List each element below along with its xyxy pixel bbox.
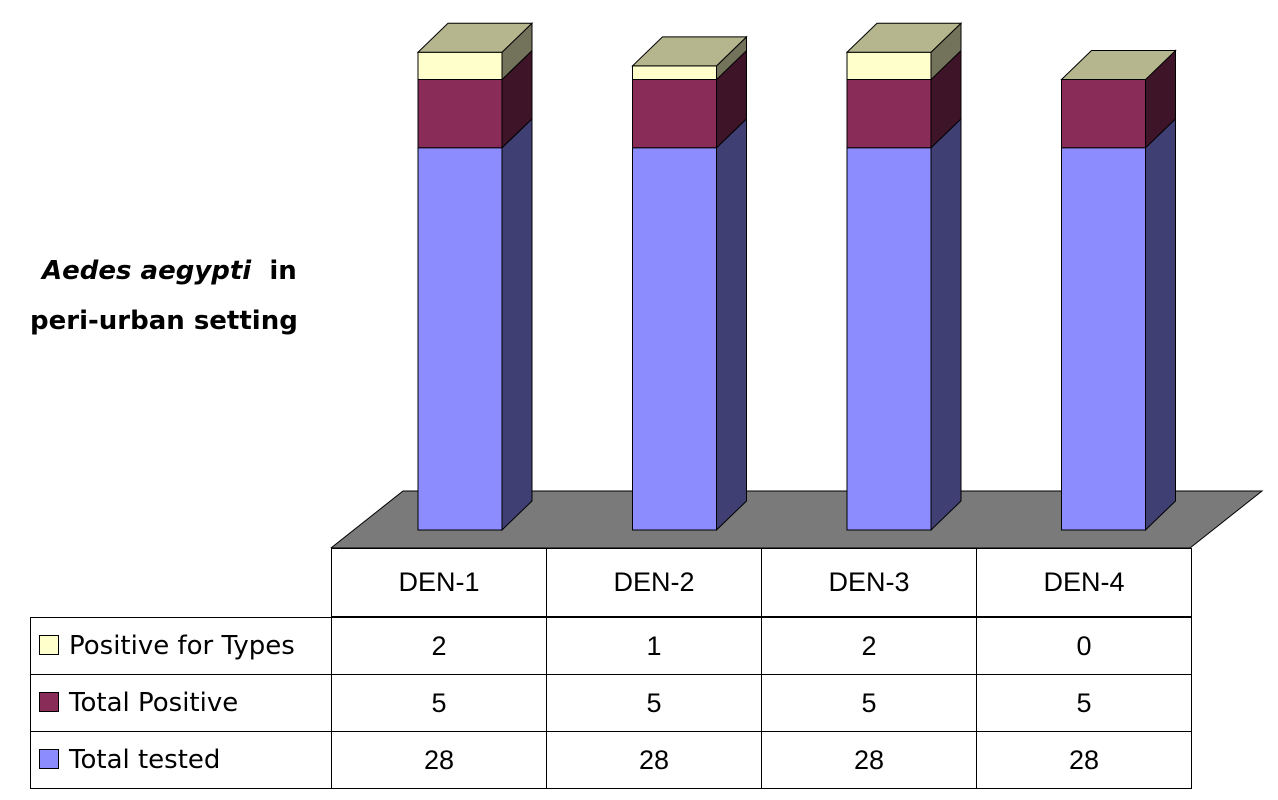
bar-group: [416, 22, 1177, 532]
table-row: Positive for Types 2 1 2 0: [30, 617, 1192, 675]
chart-floor: [330, 490, 1264, 548]
bar-total-positive: [417, 79, 503, 149]
bar-total-positive: [846, 79, 932, 149]
bar-top-cap: [416, 22, 534, 53]
chart-plot: [330, 22, 1264, 548]
bar-side-total-tested: [501, 117, 533, 532]
legend-cell: Positive for Types: [30, 617, 332, 675]
legend-swatch-total-positive: [39, 691, 59, 712]
bar-total-tested: [417, 147, 503, 531]
bar-positive-for-types: [417, 51, 503, 81]
legend-swatch-positive-for-types: [39, 634, 59, 655]
bar-top-cap: [845, 22, 963, 53]
bar-total-positive: [632, 79, 717, 149]
bar-side-total-tested: [930, 117, 962, 532]
table-row: Total tested 28 28 28 28: [30, 731, 1192, 789]
legend-swatch-total-tested: [39, 748, 59, 769]
table-cell: 28: [331, 731, 547, 789]
category-label: DEN-4: [976, 548, 1192, 617]
bar-total-tested: [1061, 147, 1146, 531]
table-cell: 28: [976, 731, 1192, 789]
category-label: DEN-1: [331, 548, 547, 617]
table-cell: 5: [761, 674, 977, 732]
table-cell: 2: [331, 617, 547, 675]
data-table: Positive for Types 2 1 2 0 Total Positiv…: [30, 617, 1192, 789]
table-cell: 2: [761, 617, 977, 675]
bar-positive-for-types: [632, 65, 717, 81]
category-label: DEN-2: [546, 548, 762, 617]
chart-title-species: Aedes aegypti: [42, 256, 252, 286]
table-cell: 5: [546, 674, 762, 732]
table-cell: 1: [546, 617, 762, 675]
bar-top-cap: [1060, 50, 1177, 81]
chart-title-line1: Aedes aegypti in: [42, 256, 297, 286]
bar-top-cap: [631, 36, 748, 67]
legend-label: Total tested: [69, 745, 221, 775]
bar-total-tested: [632, 147, 717, 531]
table-cell: 5: [331, 674, 547, 732]
bar-total-tested: [846, 147, 932, 531]
table-cell: 0: [976, 617, 1192, 675]
legend-cell: Total tested: [30, 731, 332, 789]
bar-side-total-tested: [716, 117, 747, 532]
bar-positive-for-types: [846, 51, 932, 81]
legend-cell: Total Positive: [30, 674, 332, 732]
legend-label: Total Positive: [69, 688, 239, 718]
table-cell: 28: [761, 731, 977, 789]
chart-title-line2: peri-urban setting: [30, 306, 298, 336]
category-label: DEN-3: [761, 548, 977, 617]
legend-label: Positive for Types: [69, 631, 295, 661]
bar-total-positive: [1061, 79, 1146, 149]
category-header-table: DEN-1 DEN-2 DEN-3 DEN-4: [331, 548, 1192, 617]
bar-side-total-tested: [1145, 117, 1176, 532]
chart-title-suffix: in: [269, 256, 297, 286]
table-cell: 5: [976, 674, 1192, 732]
table-row: Total Positive 5 5 5 5: [30, 674, 1192, 732]
table-cell: 28: [546, 731, 762, 789]
